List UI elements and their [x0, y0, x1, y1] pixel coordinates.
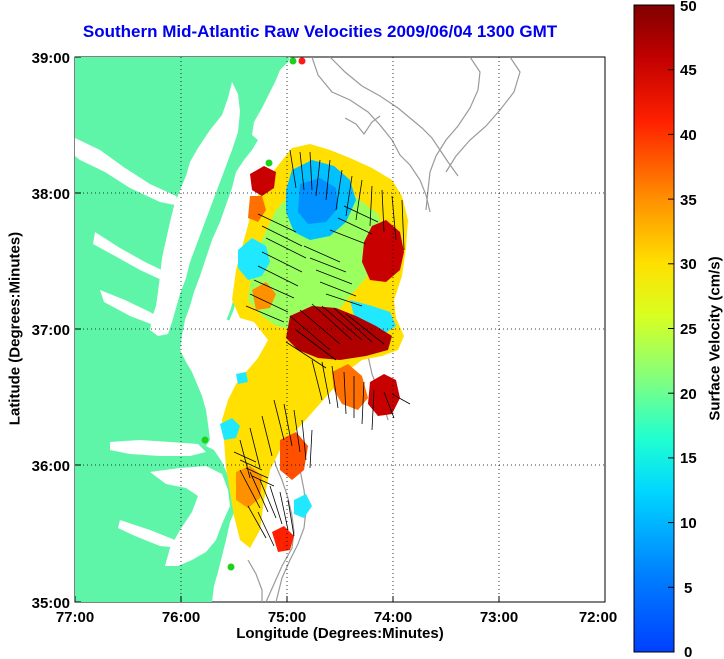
york-river	[100, 290, 160, 326]
colorbar-tick-label: 25	[680, 321, 697, 338]
colorbar-tick-label: 45	[680, 62, 697, 79]
station-marker	[265, 159, 273, 167]
colorbar-ticks	[668, 4, 674, 653]
station-marker	[289, 57, 297, 65]
colorbar-tick-label: 15	[680, 450, 697, 467]
albemarle-sound	[110, 440, 206, 456]
colorbar-tick-label: 0	[684, 644, 692, 659]
x-tick-label: 74:00	[374, 609, 412, 626]
y-tick-label: 35:00	[32, 595, 70, 612]
y-tick-label: 38:00	[32, 186, 70, 203]
colorbar-tick-label: 5	[684, 580, 692, 597]
station-marker	[201, 436, 209, 444]
potomac-river	[75, 138, 180, 206]
colorbar-tick-label: 50	[680, 0, 697, 15]
x-tick-label: 77:00	[56, 609, 94, 626]
colorbar	[633, 4, 675, 653]
colorbar-tick-label: 40	[680, 127, 697, 144]
station-marker	[227, 563, 235, 571]
axis-ticks	[74, 56, 606, 603]
x-tick-label: 73:00	[480, 609, 518, 626]
colorbar-tick-label: 10	[680, 515, 697, 532]
y-tick-label: 36:00	[32, 458, 70, 475]
y-tick-label: 37:00	[32, 322, 70, 339]
pamlico-sound	[150, 466, 230, 566]
land-mainland	[75, 57, 290, 602]
colorbar-tick-label: 35	[680, 192, 697, 209]
chesapeake-bay	[150, 82, 240, 336]
velocity-vectors	[233, 149, 411, 547]
neuse-river	[118, 520, 180, 548]
colorbar-tick-label: 30	[680, 256, 697, 273]
station-marker-red	[298, 57, 306, 65]
grid-lines	[75, 57, 605, 602]
x-tick-label: 75:00	[268, 609, 306, 626]
colorbar-tick-label: 20	[680, 386, 697, 403]
rappahannock-river	[93, 232, 166, 282]
x-axis-label: Longitude (Degrees:Minutes)	[236, 625, 444, 642]
x-tick-label: 76:00	[162, 609, 200, 626]
map-title: Southern Mid-Atlantic Raw Velocities 200…	[82, 22, 558, 41]
y-tick-label: 39:00	[32, 50, 70, 67]
x-tick-label: 72:00	[579, 609, 617, 626]
velocity-field	[220, 144, 408, 552]
